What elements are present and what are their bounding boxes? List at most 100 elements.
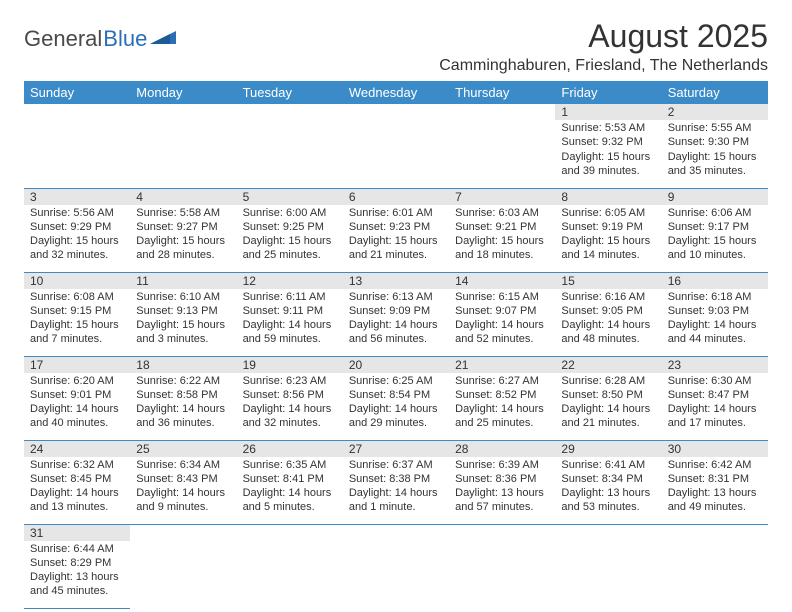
day-details: Sunrise: 6:42 AMSunset: 8:31 PMDaylight:… — [662, 457, 768, 517]
calendar-day-cell: 9Sunrise: 6:06 AMSunset: 9:17 PMDaylight… — [662, 188, 768, 272]
calendar-header-row: SundayMondayTuesdayWednesdayThursdayFrid… — [24, 81, 768, 104]
day-details: Sunrise: 6:22 AMSunset: 8:58 PMDaylight:… — [130, 373, 236, 433]
day-details: Sunrise: 5:58 AMSunset: 9:27 PMDaylight:… — [130, 205, 236, 265]
day-details: Sunrise: 5:55 AMSunset: 9:30 PMDaylight:… — [662, 120, 768, 180]
day-number: 18 — [130, 357, 236, 373]
header: General Blue August 2025 Camminghaburen,… — [24, 18, 768, 75]
day-details: Sunrise: 6:34 AMSunset: 8:43 PMDaylight:… — [130, 457, 236, 517]
calendar-day-cell — [343, 524, 449, 608]
calendar-day-cell: 19Sunrise: 6:23 AMSunset: 8:56 PMDayligh… — [237, 356, 343, 440]
day-details: Sunrise: 6:11 AMSunset: 9:11 PMDaylight:… — [237, 289, 343, 349]
calendar-day-cell: 26Sunrise: 6:35 AMSunset: 8:41 PMDayligh… — [237, 440, 343, 524]
calendar-day-cell: 7Sunrise: 6:03 AMSunset: 9:21 PMDaylight… — [449, 188, 555, 272]
day-details: Sunrise: 6:27 AMSunset: 8:52 PMDaylight:… — [449, 373, 555, 433]
weekday-header: Friday — [555, 81, 661, 104]
day-number: 30 — [662, 441, 768, 457]
calendar-day-cell: 25Sunrise: 6:34 AMSunset: 8:43 PMDayligh… — [130, 440, 236, 524]
calendar-day-cell: 20Sunrise: 6:25 AMSunset: 8:54 PMDayligh… — [343, 356, 449, 440]
day-number: 6 — [343, 189, 449, 205]
weekday-header: Monday — [130, 81, 236, 104]
day-details: Sunrise: 6:00 AMSunset: 9:25 PMDaylight:… — [237, 205, 343, 265]
day-details: Sunrise: 6:37 AMSunset: 8:38 PMDaylight:… — [343, 457, 449, 517]
day-number: 27 — [343, 441, 449, 457]
calendar-day-cell: 27Sunrise: 6:37 AMSunset: 8:38 PMDayligh… — [343, 440, 449, 524]
day-details: Sunrise: 6:03 AMSunset: 9:21 PMDaylight:… — [449, 205, 555, 265]
calendar-day-cell: 29Sunrise: 6:41 AMSunset: 8:34 PMDayligh… — [555, 440, 661, 524]
day-number: 14 — [449, 273, 555, 289]
day-details: Sunrise: 6:13 AMSunset: 9:09 PMDaylight:… — [343, 289, 449, 349]
page-subtitle: Camminghaburen, Friesland, The Netherlan… — [439, 57, 768, 75]
calendar-day-cell: 4Sunrise: 5:58 AMSunset: 9:27 PMDaylight… — [130, 188, 236, 272]
logo-text-blue: Blue — [103, 26, 147, 52]
day-details: Sunrise: 6:05 AMSunset: 9:19 PMDaylight:… — [555, 205, 661, 265]
day-number: 1 — [555, 104, 661, 120]
weekday-header: Saturday — [662, 81, 768, 104]
day-number: 20 — [343, 357, 449, 373]
calendar-day-cell — [449, 524, 555, 608]
day-number: 19 — [237, 357, 343, 373]
calendar-day-cell: 21Sunrise: 6:27 AMSunset: 8:52 PMDayligh… — [449, 356, 555, 440]
calendar-day-cell: 17Sunrise: 6:20 AMSunset: 9:01 PMDayligh… — [24, 356, 130, 440]
weekday-header: Tuesday — [237, 81, 343, 104]
day-details: Sunrise: 6:20 AMSunset: 9:01 PMDaylight:… — [24, 373, 130, 433]
calendar-day-cell: 24Sunrise: 6:32 AMSunset: 8:45 PMDayligh… — [24, 440, 130, 524]
calendar-day-cell: 12Sunrise: 6:11 AMSunset: 9:11 PMDayligh… — [237, 272, 343, 356]
calendar-day-cell: 18Sunrise: 6:22 AMSunset: 8:58 PMDayligh… — [130, 356, 236, 440]
calendar-day-cell — [237, 524, 343, 608]
calendar-day-cell: 14Sunrise: 6:15 AMSunset: 9:07 PMDayligh… — [449, 272, 555, 356]
day-number: 28 — [449, 441, 555, 457]
day-number: 3 — [24, 189, 130, 205]
calendar-day-cell — [343, 104, 449, 188]
weekday-header: Sunday — [24, 81, 130, 104]
calendar-day-cell: 2Sunrise: 5:55 AMSunset: 9:30 PMDaylight… — [662, 104, 768, 188]
day-number: 5 — [237, 189, 343, 205]
day-details: Sunrise: 6:16 AMSunset: 9:05 PMDaylight:… — [555, 289, 661, 349]
calendar-day-cell: 6Sunrise: 6:01 AMSunset: 9:23 PMDaylight… — [343, 188, 449, 272]
calendar-day-cell: 1Sunrise: 5:53 AMSunset: 9:32 PMDaylight… — [555, 104, 661, 188]
day-details: Sunrise: 6:01 AMSunset: 9:23 PMDaylight:… — [343, 205, 449, 265]
day-number: 4 — [130, 189, 236, 205]
calendar-day-cell: 28Sunrise: 6:39 AMSunset: 8:36 PMDayligh… — [449, 440, 555, 524]
day-details: Sunrise: 6:28 AMSunset: 8:50 PMDaylight:… — [555, 373, 661, 433]
calendar-day-cell: 10Sunrise: 6:08 AMSunset: 9:15 PMDayligh… — [24, 272, 130, 356]
day-number: 29 — [555, 441, 661, 457]
calendar-day-cell: 30Sunrise: 6:42 AMSunset: 8:31 PMDayligh… — [662, 440, 768, 524]
day-number: 21 — [449, 357, 555, 373]
logo-text-general: General — [24, 26, 102, 52]
calendar-day-cell: 31Sunrise: 6:44 AMSunset: 8:29 PMDayligh… — [24, 524, 130, 608]
calendar-day-cell — [555, 524, 661, 608]
calendar-day-cell — [130, 104, 236, 188]
calendar-day-cell: 15Sunrise: 6:16 AMSunset: 9:05 PMDayligh… — [555, 272, 661, 356]
day-details: Sunrise: 6:25 AMSunset: 8:54 PMDaylight:… — [343, 373, 449, 433]
title-block: August 2025 Camminghaburen, Friesland, T… — [439, 18, 768, 75]
logo-triangle-icon — [150, 28, 176, 44]
calendar-day-cell: 23Sunrise: 6:30 AMSunset: 8:47 PMDayligh… — [662, 356, 768, 440]
day-number: 7 — [449, 189, 555, 205]
day-number: 11 — [130, 273, 236, 289]
day-details: Sunrise: 6:18 AMSunset: 9:03 PMDaylight:… — [662, 289, 768, 349]
day-number: 24 — [24, 441, 130, 457]
day-number: 15 — [555, 273, 661, 289]
day-details: Sunrise: 6:08 AMSunset: 9:15 PMDaylight:… — [24, 289, 130, 349]
day-number: 9 — [662, 189, 768, 205]
day-number: 22 — [555, 357, 661, 373]
day-details: Sunrise: 6:10 AMSunset: 9:13 PMDaylight:… — [130, 289, 236, 349]
calendar-week-row: 31Sunrise: 6:44 AMSunset: 8:29 PMDayligh… — [24, 524, 768, 608]
calendar-day-cell — [237, 104, 343, 188]
weekday-header: Thursday — [449, 81, 555, 104]
day-details: Sunrise: 5:56 AMSunset: 9:29 PMDaylight:… — [24, 205, 130, 265]
day-number: 23 — [662, 357, 768, 373]
day-number: 31 — [24, 525, 130, 541]
day-details: Sunrise: 6:23 AMSunset: 8:56 PMDaylight:… — [237, 373, 343, 433]
day-number: 8 — [555, 189, 661, 205]
calendar-day-cell — [130, 524, 236, 608]
calendar-day-cell — [662, 524, 768, 608]
calendar-day-cell: 5Sunrise: 6:00 AMSunset: 9:25 PMDaylight… — [237, 188, 343, 272]
weekday-header: Wednesday — [343, 81, 449, 104]
day-number: 2 — [662, 104, 768, 120]
calendar-week-row: 10Sunrise: 6:08 AMSunset: 9:15 PMDayligh… — [24, 272, 768, 356]
calendar-day-cell: 22Sunrise: 6:28 AMSunset: 8:50 PMDayligh… — [555, 356, 661, 440]
day-details: Sunrise: 6:15 AMSunset: 9:07 PMDaylight:… — [449, 289, 555, 349]
day-number: 17 — [24, 357, 130, 373]
day-details: Sunrise: 6:32 AMSunset: 8:45 PMDaylight:… — [24, 457, 130, 517]
